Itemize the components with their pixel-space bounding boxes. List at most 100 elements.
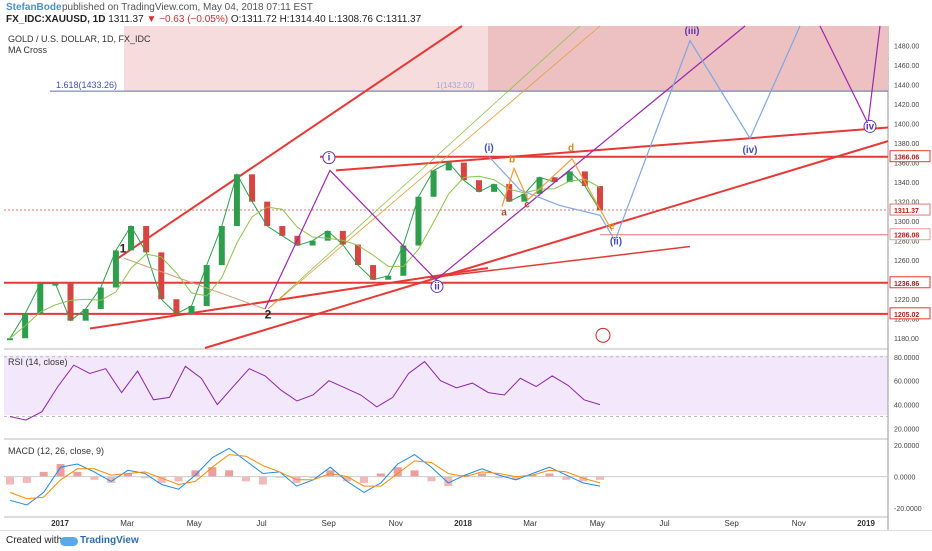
wave-label: 1 xyxy=(120,241,127,255)
rsi-tick: 60.0000 xyxy=(894,379,919,386)
abcde-path xyxy=(501,157,613,232)
macd-histogram-bar xyxy=(124,473,132,477)
x-tick: Jul xyxy=(659,519,669,528)
author-link[interactable]: StefanBode xyxy=(6,2,62,13)
candle xyxy=(143,226,150,253)
x-tick: May xyxy=(187,519,202,528)
wave-label: iv xyxy=(866,121,875,132)
price-tick: 1220.00 xyxy=(894,297,919,304)
candle xyxy=(249,174,256,202)
ohlc-line: FX_IDC:XAUUSD, 1D 1311.37 ▼ −0.63 (−0.05… xyxy=(6,14,421,25)
rsi-label[interactable]: RSI (14, close) xyxy=(8,357,68,367)
price-tick: 1320.00 xyxy=(894,200,919,207)
created-with: Created with xyxy=(6,535,63,546)
candle xyxy=(309,240,316,246)
tradingview-brand[interactable]: TradingView xyxy=(80,535,139,546)
candle xyxy=(7,338,13,341)
candle xyxy=(82,308,89,321)
price-line xyxy=(9,161,601,339)
price-tick: 1280.00 xyxy=(894,239,919,246)
macd-histogram-bar xyxy=(579,476,588,482)
candle xyxy=(460,162,467,181)
candle xyxy=(324,230,331,241)
macd-label[interactable]: MACD (12, 26, close, 9) xyxy=(8,446,105,456)
wave-label: d xyxy=(568,143,574,154)
candle xyxy=(506,184,513,202)
macd-histogram-bar xyxy=(545,473,554,477)
rsi-tick: 20.0000 xyxy=(894,426,919,433)
price-tag-label: 1311.37 xyxy=(894,208,919,215)
candle xyxy=(475,180,482,192)
candle xyxy=(597,186,603,211)
moving-average-line xyxy=(9,175,601,339)
wave-label: e xyxy=(609,221,615,232)
wave-label: (iv) xyxy=(743,145,758,156)
candle xyxy=(354,244,361,266)
price-tick: 1340.00 xyxy=(894,180,919,187)
wave-i-ii-path xyxy=(264,25,746,310)
candle xyxy=(97,287,104,309)
price-tag xyxy=(889,203,931,216)
macd-histogram-bar xyxy=(393,467,402,477)
trend-line xyxy=(117,25,463,260)
price-tick: 1420.00 xyxy=(894,102,919,109)
candle xyxy=(233,174,240,227)
candle xyxy=(188,306,195,314)
macd-histogram-bar xyxy=(107,476,116,483)
candle xyxy=(445,162,452,171)
event-badge xyxy=(595,327,611,343)
wave-circle xyxy=(430,279,444,293)
candle xyxy=(551,177,558,183)
macd-histogram-bar xyxy=(56,464,65,477)
price-tick: 1460.00 xyxy=(894,63,919,70)
header-bar: StefanBode published on TradingView.com,… xyxy=(0,0,932,26)
candle xyxy=(430,170,437,197)
macd-histogram-bar xyxy=(140,476,149,479)
macd-histogram-bar xyxy=(360,476,368,483)
x-tick: 2018 xyxy=(454,519,472,528)
macd-histogram-bar xyxy=(208,467,217,477)
symbol: FX_IDC:XAUUSD, 1D xyxy=(6,14,106,25)
x-tick: Sep xyxy=(725,519,740,528)
price-tag-label: 1366.06 xyxy=(894,155,919,162)
rsi-line xyxy=(9,360,601,421)
candle xyxy=(264,201,271,227)
fib2-label: 1(1432.00) xyxy=(436,81,475,90)
macd-histogram-bar xyxy=(73,471,82,477)
candle xyxy=(521,193,528,202)
macd-histogram-bar xyxy=(174,476,183,482)
candle xyxy=(203,265,210,307)
price-tag-label: 1236.86 xyxy=(894,281,919,288)
price-tick: 1480.00 xyxy=(894,44,919,51)
macd-histogram-bar xyxy=(90,476,99,480)
trend-line xyxy=(335,126,889,172)
macd-histogram-bar xyxy=(191,470,200,477)
last-price: 1311.37 xyxy=(108,14,144,25)
wave-label: c xyxy=(524,199,530,210)
fib-label: 1.618(1433.26) xyxy=(56,80,117,90)
signal-line xyxy=(9,454,601,500)
price-tick: 1260.00 xyxy=(894,258,919,265)
macd-histogram-bar xyxy=(258,476,267,485)
candle xyxy=(415,196,422,246)
x-tick: Sep xyxy=(322,519,337,528)
rsi-tick: 80.0000 xyxy=(894,355,919,362)
wave-1-2-path xyxy=(123,257,266,310)
candle xyxy=(158,252,165,300)
candle xyxy=(37,283,44,314)
trend-line xyxy=(204,140,889,349)
price-tick: 1380.00 xyxy=(894,141,919,148)
candle xyxy=(173,299,180,314)
wave-label: a xyxy=(501,207,507,218)
footer: Created with TradingView xyxy=(0,530,932,551)
price-tick: 1440.00 xyxy=(894,83,919,90)
macd-histogram-bar xyxy=(596,476,604,480)
candle xyxy=(128,226,135,251)
wave-circle xyxy=(322,151,336,165)
trend-line xyxy=(267,25,581,310)
indicator-label[interactable]: MA Cross xyxy=(8,45,48,55)
price-tick: 1400.00 xyxy=(894,122,919,129)
wave-label: i xyxy=(328,153,331,164)
price-tick: 1180.00 xyxy=(894,336,919,343)
candle xyxy=(112,250,119,288)
